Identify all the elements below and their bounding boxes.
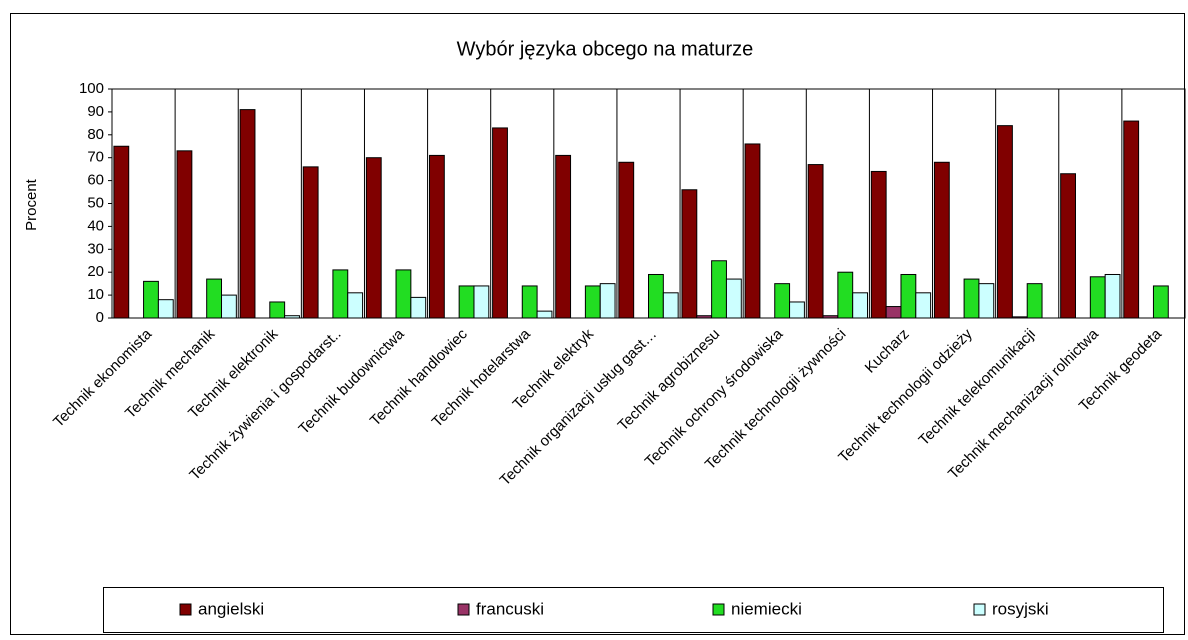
bar	[536, 310, 553, 319]
y-tick-label: 60	[87, 172, 104, 189]
bar	[492, 127, 508, 319]
bar	[1011, 316, 1028, 319]
bar	[807, 164, 824, 319]
bar	[789, 301, 805, 319]
y-tick-label: 0	[96, 309, 104, 326]
bar	[618, 161, 635, 319]
y-tick-label: 80	[87, 126, 104, 143]
bar	[822, 315, 839, 319]
bar	[269, 301, 286, 319]
bar	[1060, 173, 1076, 319]
bar	[997, 125, 1013, 319]
legend-label: francuski	[476, 599, 544, 618]
bar	[428, 154, 445, 319]
bar	[1104, 273, 1121, 319]
bar	[284, 315, 300, 319]
bar	[885, 306, 902, 319]
y-tick-label: 30	[87, 240, 104, 257]
bar	[302, 166, 319, 319]
bar	[410, 296, 427, 319]
bar	[473, 285, 490, 319]
chart-frame	[10, 13, 1185, 635]
bar	[176, 150, 193, 319]
bar	[681, 189, 698, 319]
y-tick-label: 70	[87, 149, 104, 166]
y-tick-label: 10	[87, 286, 104, 303]
bar	[1026, 283, 1043, 319]
legend-swatch	[712, 603, 725, 616]
bar	[978, 283, 995, 319]
y-tick-label: 20	[87, 263, 104, 280]
legend-label: rosyjski	[992, 599, 1049, 618]
bar	[332, 269, 349, 319]
bar	[744, 143, 761, 319]
bar	[1089, 276, 1106, 319]
legend-swatch	[179, 603, 192, 616]
bar	[458, 285, 475, 319]
bar	[365, 157, 382, 319]
bar	[900, 273, 917, 319]
bar	[711, 260, 727, 319]
bar	[221, 294, 237, 319]
bar	[662, 292, 679, 319]
bar	[239, 109, 256, 319]
bar	[648, 273, 664, 319]
chart-title: Wybór języka obcego na maturze	[457, 38, 754, 60]
bar	[395, 269, 412, 319]
y-tick-label: 100	[79, 80, 104, 97]
bar	[915, 292, 932, 319]
bar	[157, 299, 174, 319]
bar	[933, 161, 950, 319]
legend-label: angielski	[198, 599, 264, 618]
bar	[347, 292, 364, 319]
y-tick-label: 90	[87, 103, 104, 120]
legend-swatch	[457, 603, 470, 616]
bar	[1152, 285, 1169, 319]
bar	[599, 283, 616, 319]
y-tick-label: 40	[87, 217, 104, 234]
legend-label: niemiecki	[731, 599, 802, 618]
y-axis-label: Procent	[23, 178, 40, 231]
bar	[555, 154, 572, 319]
bar	[837, 271, 854, 319]
bar	[725, 278, 742, 319]
bar	[1123, 120, 1140, 319]
bar	[143, 280, 159, 319]
y-tick-label: 50	[87, 194, 104, 211]
bar	[774, 283, 791, 319]
legend-swatch	[973, 603, 986, 616]
bar	[584, 285, 601, 319]
bar	[206, 278, 223, 319]
bar	[521, 285, 538, 319]
bar	[696, 315, 713, 319]
legend-box	[103, 587, 1164, 633]
bar	[852, 292, 869, 319]
bar	[963, 278, 980, 319]
bar	[870, 170, 887, 319]
bar	[113, 145, 130, 319]
